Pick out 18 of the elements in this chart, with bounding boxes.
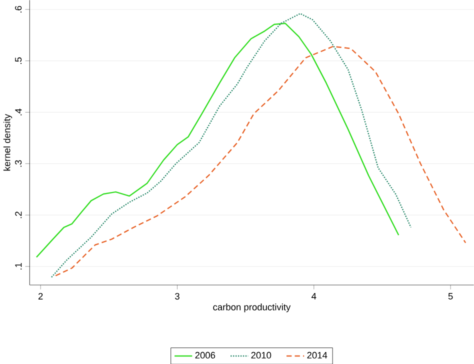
line-series — [36, 22, 400, 258]
y-tick-label: .4 — [15, 108, 22, 116]
legend-label: 2006 — [195, 352, 216, 358]
line-series — [55, 46, 466, 276]
y-tick-label: .2 — [15, 212, 22, 218]
line-series — [50, 12, 412, 278]
legend-label: 2014 — [307, 352, 328, 358]
legend-label: 2010 — [251, 352, 272, 358]
x-tick-label: 4 — [312, 292, 316, 300]
x-tick-label: 5 — [448, 292, 453, 300]
y-tick-label: .6 — [15, 6, 22, 12]
x-axis-title: carbon productivity — [213, 303, 291, 312]
y-tick-label: .3 — [15, 160, 22, 167]
y-tick-label: .1 — [15, 262, 22, 270]
y-axis-title: kernel density — [3, 114, 12, 170]
x-tick-label: 2 — [38, 292, 43, 300]
x-tick-label: 3 — [175, 292, 180, 300]
y-tick-label: .5 — [15, 57, 22, 64]
